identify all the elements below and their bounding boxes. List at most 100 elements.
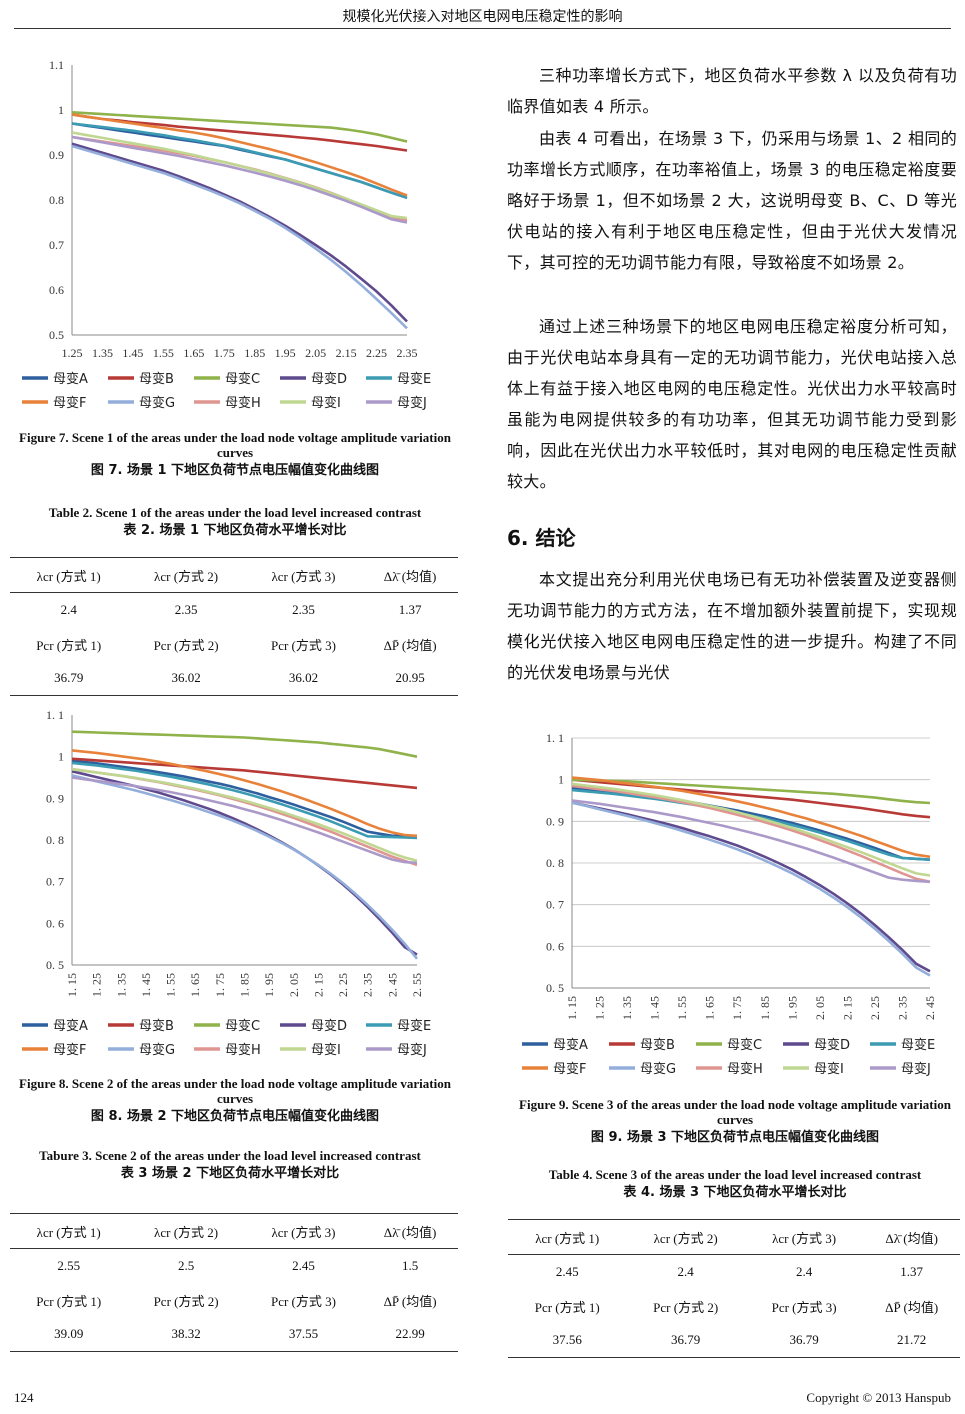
table-header-cell: Pcr (方式 2) <box>153 637 219 653</box>
table-header-cell: Δλ̄ (均值) <box>863 1219 960 1255</box>
table-cell: 36.79 <box>10 661 128 696</box>
x-tick-label: 2. 15 <box>840 996 854 1020</box>
table-cell: 2.45 <box>555 1264 579 1279</box>
x-tick-label: 2. 15 <box>311 973 325 997</box>
table-cell: 36.02 <box>244 661 363 696</box>
y-tick-label: 0. 6 <box>46 916 64 930</box>
y-tick-label: 1 <box>58 103 64 117</box>
x-tick-label: 1. 85 <box>238 973 252 997</box>
figure-8-caption-en: Figure 8. Scene 2 of the areas under the… <box>19 1076 451 1106</box>
y-tick-label: 0. 5 <box>546 981 564 995</box>
table-3-caption: Tabure 3. Scene 2 of the areas under the… <box>0 1148 460 1183</box>
table-header-cell: Pcr (方式 3) <box>270 1293 336 1309</box>
table-row: 2.45 2.4 2.4 1.37 <box>508 1255 960 1290</box>
x-tick-label: 1. 35 <box>114 973 128 997</box>
legend-label: 母变A <box>53 1018 88 1034</box>
legend-label: 母变B <box>139 1018 174 1034</box>
table-row: Pcr (方式 1) Pcr (方式 2) Pcr (方式 3) ΔP̄ (均值… <box>10 1283 458 1317</box>
series-line-母变E <box>71 761 418 840</box>
table-row: Pcr (方式 1) Pcr (方式 2) Pcr (方式 3) ΔP̄ (均值… <box>10 627 458 661</box>
x-tick-label: 2. 35 <box>895 996 909 1020</box>
y-tick-label: 0.5 <box>49 328 64 342</box>
x-tick-label: 1. 65 <box>188 973 202 997</box>
series-line-母变C <box>571 778 931 805</box>
table-header-cell: ΔP̄ (均值) <box>383 637 437 653</box>
legend-label: 母变A <box>53 371 88 387</box>
legend-label: 母变E <box>397 1018 431 1034</box>
table-cell: 36.79 <box>744 1323 864 1358</box>
table-header-cell: λcr (方式 1) <box>10 1213 128 1249</box>
table-cell: 39.09 <box>10 1317 128 1352</box>
y-tick-label: 0. 9 <box>46 791 64 805</box>
table-2: λcr (方式 1) λcr (方式 2) λcr (方式 3) Δλ̄ (均值… <box>10 557 458 696</box>
table-row: λcr (方式 1) λcr (方式 2) λcr (方式 3) Δλ̄ (均值… <box>10 1213 458 1249</box>
figure-8-caption-zh: 图 8. 场景 2 下地区负荷节点电压幅值变化曲线图 <box>90 1109 380 1124</box>
series-line-母变J <box>71 776 418 865</box>
series-line-母变B <box>71 757 418 790</box>
table-header-cell: λcr (方式 2) <box>127 1213 245 1249</box>
legend-label: 母变H <box>225 395 261 411</box>
table-row: 37.56 36.79 36.79 21.72 <box>508 1323 960 1358</box>
figure-9-caption-en: Figure 9. Scene 3 of the areas under the… <box>519 1097 951 1127</box>
x-tick-label: 1.65 <box>183 346 204 360</box>
table-header-cell: λcr (方式 3) <box>744 1219 864 1255</box>
legend-label: 母变J <box>901 1061 931 1077</box>
table-row: λcr (方式 1) λcr (方式 2) λcr (方式 3) Δλ̄ (均值… <box>508 1219 960 1255</box>
table-row: Pcr (方式 1) Pcr (方式 2) Pcr (方式 3) ΔP̄ (均值… <box>508 1289 960 1323</box>
table-cell: 22.99 <box>362 1317 458 1352</box>
table-header-cell: Pcr (方式 1) <box>534 1299 600 1315</box>
x-tick-label: 1. 45 <box>648 996 662 1020</box>
table-cell: 1.5 <box>401 1258 419 1273</box>
legend-label: 母变J <box>397 395 427 411</box>
x-tick-label: 1. 25 <box>90 973 104 997</box>
y-tick-label: 1. 1 <box>46 708 64 722</box>
legend-label: 母变F <box>53 1042 86 1058</box>
table-cell: 36.79 <box>626 1323 745 1358</box>
figure-9-caption-zh: 图 9. 场景 3 下地区负荷节点电压幅值变化曲线图 <box>590 1130 880 1145</box>
legend-label: 母变H <box>225 1042 261 1058</box>
y-tick-label: 0.7 <box>49 238 64 252</box>
legend-label: 母变G <box>640 1061 676 1077</box>
series-line-母变F <box>571 776 931 859</box>
legend-label: 母变E <box>901 1037 935 1053</box>
x-tick-label: 1. 55 <box>164 973 178 997</box>
table-2-caption-en: Table 2. Scene 1 of the areas under the … <box>48 505 422 520</box>
x-tick-label: 1.45 <box>122 346 143 360</box>
x-tick-label: 2. 35 <box>361 973 375 997</box>
series-line-母变I <box>571 782 931 877</box>
x-tick-label: 1. 25 <box>593 996 607 1020</box>
table-3: λcr (方式 1) λcr (方式 2) λcr (方式 3) Δλ̄ (均值… <box>10 1213 458 1352</box>
paragraph-1: 三种功率增长方式下，地区负荷水平参数 λ 以及负荷有功临界值如表 4 所示。 <box>507 66 957 116</box>
figure-7-caption: Figure 7. Scene 1 of the areas under the… <box>10 430 460 480</box>
x-tick-label: 1. 85 <box>758 996 772 1020</box>
y-tick-label: 1 <box>58 750 64 764</box>
table-cell: 36.02 <box>127 661 245 696</box>
x-tick-label: 1. 95 <box>262 973 276 997</box>
y-tick-label: 0.8 <box>49 193 64 207</box>
legend-label: 母变I <box>311 395 341 411</box>
y-tick-label: 0. 6 <box>546 939 564 953</box>
legend-label: 母变C <box>225 371 260 387</box>
y-tick-label: 0. 8 <box>546 856 564 870</box>
legend-label: 母变D <box>311 1018 347 1034</box>
table-4-caption: Table 4. Scene 3 of the areas under the … <box>505 1167 965 1202</box>
y-tick-label: 0. 9 <box>546 814 564 828</box>
series-line-母变J <box>571 799 931 884</box>
page-number: 124 <box>14 1390 34 1405</box>
x-tick-label: 1. 15 <box>65 973 79 997</box>
series-line-母变C <box>71 111 408 143</box>
legend-label: 母变I <box>814 1061 844 1077</box>
y-tick-label: 0.6 <box>49 283 64 297</box>
table-cell: 37.56 <box>508 1323 627 1358</box>
paragraph-4: 本文提出充分利用光伏电场已有无功补偿装置及逆变器侧无功调节能力的方式方法，在不增… <box>507 570 957 682</box>
table-header-cell: λcr (方式 3) <box>244 557 363 593</box>
x-tick-label: 1.85 <box>244 346 265 360</box>
series-line-母变J <box>71 135 408 224</box>
x-tick-label: 2.35 <box>397 346 418 360</box>
figure-7-chart: 0.5 0.6 0.7 0.8 0.9 1 1.1 1.25 1.35 1.45 1.55 1.65 1… <box>22 58 431 411</box>
x-tick-label: 1. 55 <box>675 996 689 1020</box>
x-tick-label: 1. 95 <box>785 996 799 1020</box>
table-cell: 2.55 <box>57 1258 81 1273</box>
table-cell: 2.4 <box>795 1264 813 1279</box>
legend-label: 母变D <box>311 371 347 387</box>
